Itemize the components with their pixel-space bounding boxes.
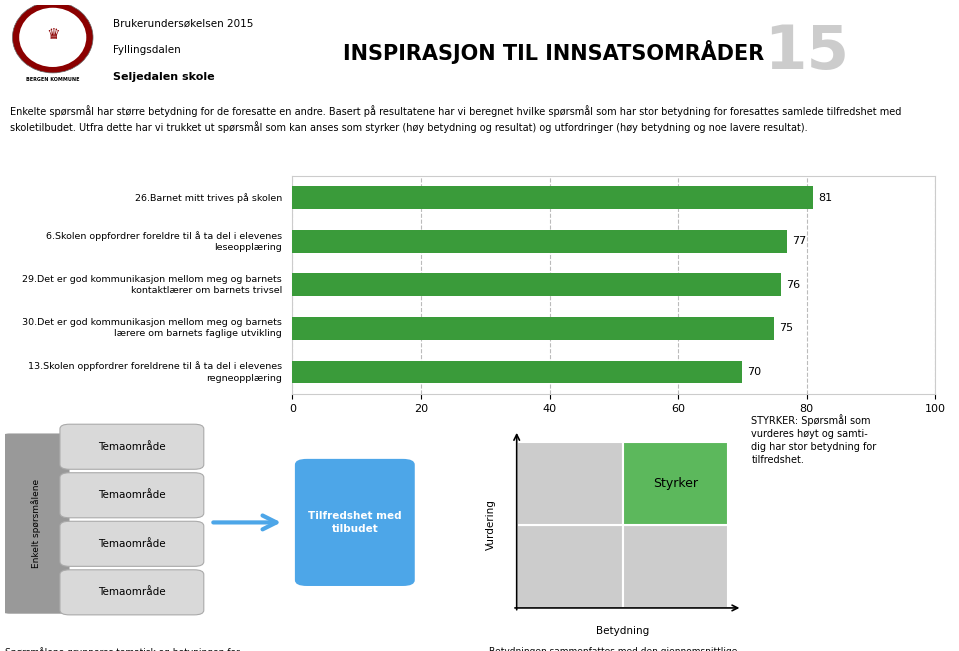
Bar [292, 361, 742, 383]
Text: 30.Det er god kommunikasjon mellom meg og barnets
lærere om barnets faglige utvi: 30.Det er god kommunikasjon mellom meg o… [22, 318, 282, 339]
FancyBboxPatch shape [3, 434, 70, 614]
Text: Fyllingsdalen: Fyllingsdalen [113, 46, 181, 55]
FancyBboxPatch shape [60, 570, 203, 615]
Bar [292, 273, 781, 296]
Text: Vurdering: Vurdering [486, 499, 497, 550]
Text: 15: 15 [764, 23, 849, 82]
Text: 26.Barnet mitt trives på skolen: 26.Barnet mitt trives på skolen [135, 193, 282, 202]
Bar [622, 441, 729, 525]
Text: ♛: ♛ [46, 27, 59, 42]
Text: INSPIRASJON TIL INNSATSOMRÅDER: INSPIRASJON TIL INNSATSOMRÅDER [343, 40, 764, 64]
Text: Temaområde: Temaområde [98, 442, 166, 452]
Text: Temaområde: Temaområde [98, 539, 166, 549]
FancyBboxPatch shape [60, 424, 203, 469]
Text: Betydning: Betydning [596, 626, 649, 637]
Text: 70: 70 [747, 367, 761, 377]
Text: RAMBØLL: RAMBØLL [859, 44, 934, 57]
Text: 81: 81 [818, 193, 832, 202]
Text: BERGEN KOMMUNE: BERGEN KOMMUNE [26, 77, 80, 82]
Text: Seljedalen skole: Seljedalen skole [113, 72, 215, 82]
Text: Temaområde: Temaområde [98, 490, 166, 501]
Circle shape [12, 2, 93, 73]
Bar [292, 186, 813, 209]
Text: 29.Det er god kommunikasjon mellom meg og barnets
kontaktlærer om barnets trivse: 29.Det er god kommunikasjon mellom meg o… [22, 275, 282, 295]
Text: 13.Skolen oppfordrer foreldrene til å ta del i elevenes
regneopplæring: 13.Skolen oppfordrer foreldrene til å ta… [28, 361, 282, 383]
FancyArrowPatch shape [213, 516, 276, 529]
Text: Spørsmålene grupperes tematisk og betyningen for
tilfrednheten beregnes.: Spørsmålene grupperes tematisk og betyni… [5, 647, 240, 651]
Bar [292, 317, 775, 340]
Text: 77: 77 [792, 236, 807, 246]
Text: 75: 75 [780, 324, 794, 333]
Bar [622, 525, 729, 608]
Text: Tilfredshet med
tilbudet: Tilfredshet med tilbudet [308, 511, 402, 534]
Bar [517, 441, 622, 525]
Bar [292, 230, 787, 253]
FancyBboxPatch shape [60, 521, 203, 566]
Text: Enkelte spørsmål har større betydning for de foresatte en andre. Basert på resul: Enkelte spørsmål har større betydning fo… [10, 105, 901, 133]
Text: Brukerundersøkelsen 2015: Brukerundersøkelsen 2015 [113, 19, 253, 29]
Text: Styrker: Styrker [653, 477, 698, 490]
Text: 6.Skolen oppfordrer foreldre til å ta del i elevenes
leseopplæring: 6.Skolen oppfordrer foreldre til å ta de… [46, 230, 282, 252]
Text: Temaområde: Temaområde [98, 587, 166, 598]
Text: Betydningen sammenfattes med den gjennomsnittlige
vurderingen i en prioriterings: Betydningen sammenfattes med den gjennom… [489, 647, 737, 651]
Text: STYRKER: Spørsmål som
vurderes høyt og samti-
dig har stor betydning for
tilfred: STYRKER: Spørsmål som vurderes høyt og s… [752, 414, 877, 465]
FancyBboxPatch shape [60, 473, 203, 518]
FancyBboxPatch shape [295, 459, 414, 586]
Text: Enkelt spørsmålene: Enkelt spørsmålene [31, 479, 41, 568]
Circle shape [19, 8, 86, 67]
Bar [517, 525, 622, 608]
Text: 76: 76 [786, 280, 800, 290]
